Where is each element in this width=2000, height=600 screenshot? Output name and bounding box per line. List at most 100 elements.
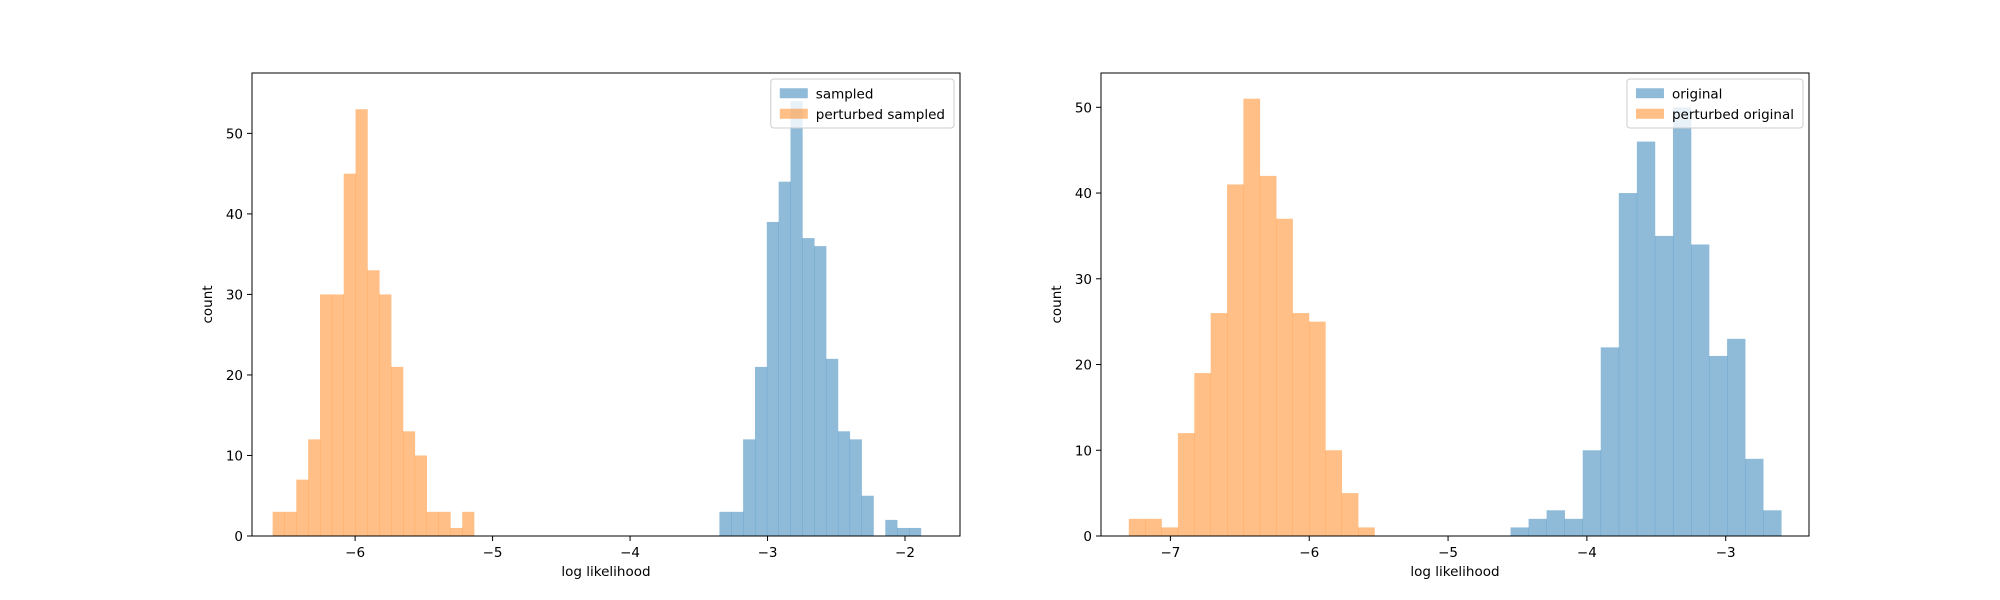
y-tick-label: 40: [1075, 186, 1092, 202]
legend-swatch: [1635, 88, 1664, 99]
histogram-panel-sampled: −6 −5 −4 −3 −2 0 10 20 30 40 50 log likelihood count…: [200, 72, 961, 580]
histogram-bar: [1341, 493, 1359, 536]
histogram-bar: [909, 527, 922, 536]
legend-box: [1626, 78, 1804, 129]
histogram-bar: [1709, 355, 1728, 536]
histogram-bar: [1194, 373, 1211, 536]
y-axis-label: count: [1049, 285, 1065, 323]
y-tick-label: 10: [226, 448, 243, 464]
histogram-bar: [861, 495, 874, 536]
y-tick-label: 50: [1075, 100, 1092, 116]
histogram-bar: [391, 366, 404, 536]
legend-label: sampled: [816, 86, 874, 102]
histogram-bar: [1636, 141, 1656, 536]
histogram-bar: [885, 519, 898, 536]
histogram-bar: [1600, 347, 1620, 536]
x-tick-label: −2: [895, 545, 915, 561]
x-tick-label: −7: [1160, 545, 1180, 561]
histogram-bar: [367, 270, 380, 536]
histogram-bar: [1564, 518, 1584, 536]
y-tick-label: 30: [1075, 272, 1092, 288]
histogram-bar: [1243, 98, 1261, 536]
histogram-bar: [1745, 458, 1764, 536]
histogram-bar: [897, 527, 910, 536]
histogram-bar: [1308, 321, 1326, 536]
histogram-bar: [1128, 518, 1146, 536]
axes-frame: [1100, 72, 1810, 537]
histogram-bar: [719, 511, 732, 536]
histogram-bar: [450, 527, 463, 536]
histogram-bar: [1672, 107, 1692, 537]
y-tick-label: 0: [1083, 529, 1092, 545]
histogram-bar: [462, 511, 475, 536]
y-tick-label: 20: [1075, 358, 1092, 374]
histogram-bar: [1177, 433, 1195, 536]
x-tick-label: −5: [1438, 545, 1458, 561]
histogram-bar: [320, 294, 333, 536]
y-tick-label: 10: [1075, 443, 1092, 459]
legend-swatch: [779, 108, 808, 119]
histogram-bar: [1582, 450, 1602, 536]
axes-frame: [251, 72, 961, 537]
histogram-bar: [731, 511, 744, 536]
histogram-bar: [438, 511, 451, 536]
x-tick-label: −4: [620, 545, 640, 561]
y-tick-label: 30: [226, 287, 243, 303]
series-perturbed-sampled: [272, 109, 475, 536]
histogram-bar: [379, 294, 392, 536]
x-axis-label: log likelihood: [1410, 564, 1499, 580]
histogram-bar: [1510, 527, 1529, 536]
histogram-bar: [1227, 184, 1244, 536]
x-tick-label: −6: [1299, 545, 1319, 561]
series-sampled: [719, 101, 922, 537]
histogram-bar: [837, 431, 851, 536]
histogram-bar: [1210, 313, 1228, 536]
y-tick-label: 20: [226, 368, 243, 384]
histogram-bar: [402, 431, 416, 536]
histogram-bar: [790, 101, 803, 537]
histogram-bar: [355, 109, 368, 536]
x-tick-label: −6: [345, 545, 365, 561]
histogram-bar: [766, 221, 779, 536]
legend-label: perturbed sampled: [816, 107, 945, 123]
histogram-bar: [426, 511, 439, 536]
histogram-bar: [1161, 527, 1179, 536]
histogram-bar: [414, 455, 427, 536]
x-tick-label: −4: [1577, 545, 1597, 561]
histogram-bar: [814, 246, 827, 536]
x-tick-label: −3: [758, 545, 778, 561]
y-tick-label: 0: [234, 529, 243, 545]
histogram-bar: [778, 181, 791, 536]
histogram-bar: [1325, 450, 1343, 536]
x-tick-label: −3: [1716, 545, 1736, 561]
x-axis-label: log likelihood: [561, 564, 650, 580]
histogram-bar: [849, 439, 862, 536]
histogram-bar: [1546, 510, 1565, 536]
histogram-bar: [284, 511, 297, 536]
histogram-bar: [331, 294, 345, 536]
legend-swatch: [1635, 108, 1664, 119]
histogram-bar: [1259, 175, 1277, 536]
histogram-bar: [802, 238, 815, 536]
histogram-bar: [1763, 510, 1782, 536]
histogram-bar: [754, 366, 768, 536]
histogram-bar: [1727, 338, 1746, 536]
histogram-bar: [343, 173, 356, 536]
y-axis-label: count: [200, 285, 216, 323]
legend-label: original: [1672, 86, 1722, 102]
histogram-bar: [296, 479, 309, 536]
x-tick-label: −5: [483, 545, 503, 561]
legend: sampled perturbed sampled: [770, 78, 955, 129]
series-original: [1510, 107, 1782, 537]
histogram-bar: [272, 511, 285, 536]
legend-box: [770, 78, 955, 129]
histogram-bar: [1618, 193, 1638, 537]
histogram-bar: [308, 439, 321, 536]
histogram-bar: [1292, 313, 1310, 536]
y-tick-label: 40: [226, 207, 243, 223]
histogram-bar: [826, 358, 839, 536]
histogram-bar: [1358, 527, 1375, 536]
legend-swatch: [779, 88, 808, 99]
y-tick-label: 50: [226, 126, 243, 142]
